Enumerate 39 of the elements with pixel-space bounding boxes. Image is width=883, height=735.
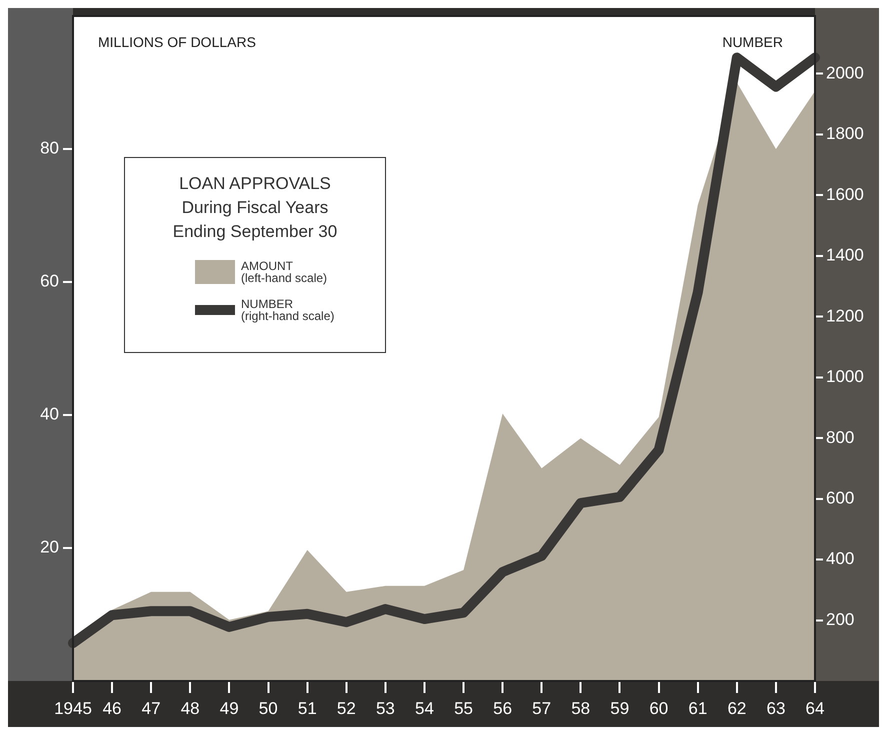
legend-title: LOAN APPROVALS During Fiscal Years Ending September 30: [172, 173, 338, 243]
x-tick-label: 50: [258, 698, 278, 718]
y2-tick-label: 200: [826, 610, 854, 629]
x-tick-label: 56: [493, 698, 512, 718]
x-tick-label: 63: [766, 698, 786, 718]
y2-axis-title: NUMBER: [722, 34, 783, 50]
y2-tick-label: 1000: [826, 367, 864, 386]
x-tick-label: 53: [376, 698, 395, 718]
legend-label: AMOUNT (left-hand scale): [241, 259, 328, 285]
x-tick-label: 61: [688, 698, 708, 718]
x-tick-label: 59: [610, 698, 630, 718]
x-tick-label: 60: [649, 698, 668, 718]
x-tick-label: 64: [806, 698, 824, 718]
y-tick-label: 60: [40, 272, 59, 291]
y-tick-label: 80: [40, 138, 59, 158]
x-tick-label: 1945: [54, 698, 92, 718]
x-tick-label: 49: [220, 698, 239, 718]
x-tick-label: 54: [415, 698, 434, 718]
x-tick-label: 58: [571, 698, 590, 718]
y-tick-label: 40: [40, 404, 59, 424]
x-tick-label: 46: [102, 698, 122, 718]
x-tick-label: 52: [336, 698, 356, 718]
y2-tick-label: 800: [826, 428, 854, 447]
y2-tick-label: 400: [826, 549, 854, 568]
x-tick-label: 51: [298, 698, 317, 718]
y2-tick-label: 2000: [826, 63, 864, 82]
y-tick-label: 20: [40, 538, 59, 557]
x-tick-label: 47: [142, 698, 161, 718]
y2-tick-label: 600: [826, 488, 854, 508]
y-axis-title: MILLIONS OF DOLLARS: [98, 34, 256, 50]
legend-label: NUMBER (right-hand scale): [241, 297, 334, 323]
y2-tick-label: 1600: [826, 184, 864, 204]
x-tick-label: 62: [727, 698, 746, 718]
y2-tick-label: 1200: [826, 306, 864, 326]
x-tick-label: 57: [532, 698, 552, 718]
y2-tick-label: 1400: [826, 246, 864, 265]
x-tick-label: 48: [180, 698, 200, 718]
x-tick-label: 55: [454, 698, 473, 718]
y2-tick-label: 1800: [826, 124, 864, 144]
